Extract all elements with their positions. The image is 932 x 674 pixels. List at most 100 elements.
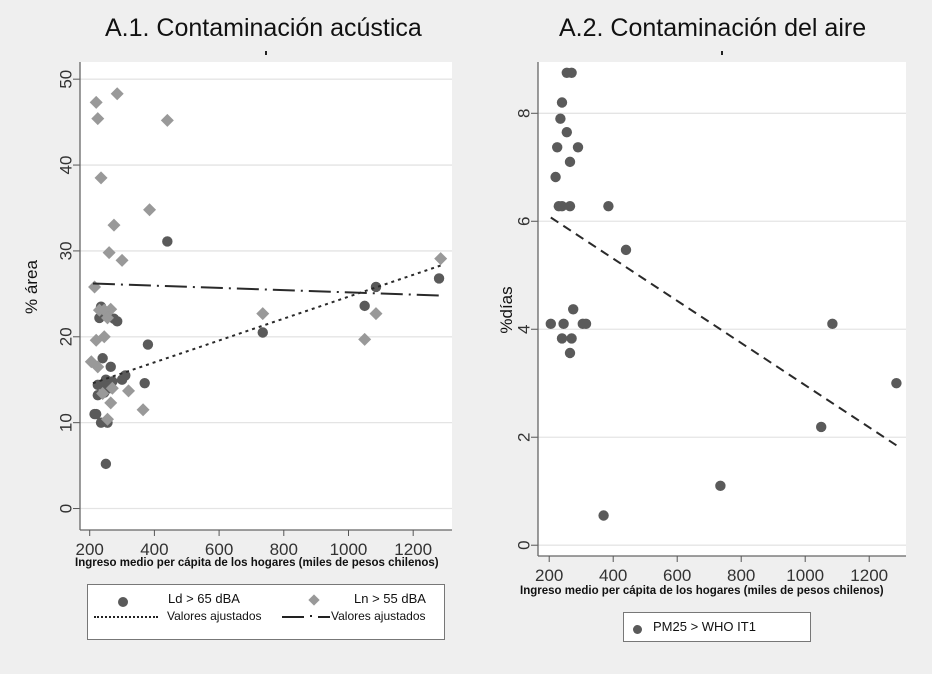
fit-line-dash-dot <box>92 282 441 297</box>
data-point-circle <box>561 126 572 138</box>
data-point-circle <box>558 318 569 330</box>
data-point-circle <box>556 333 568 344</box>
dash-dot-line-icon-dot <box>310 615 312 617</box>
plot-area <box>80 62 452 530</box>
data-point-circle <box>620 244 632 256</box>
x-tick-label: 200 <box>76 540 104 559</box>
x-axis-label: Ingreso medio per cápita de los hogares … <box>75 557 439 569</box>
scatter-plot-aire: 0 2 4 6 8 200 400 600 800 1000 1200 <box>515 51 906 585</box>
circle-marker-icon <box>633 625 642 634</box>
data-point-diamond <box>96 386 110 400</box>
data-point-circle <box>556 97 568 108</box>
data-point-circle <box>555 113 566 124</box>
data-point-circle <box>566 333 577 344</box>
legend: PM25 > WHO IT1 <box>623 612 811 642</box>
data-point-diamond <box>100 311 114 325</box>
data-point-circle <box>891 378 902 389</box>
data-point-circle <box>100 458 112 470</box>
data-point-circle <box>603 200 614 212</box>
panel-contaminacion-acustica: A.1. Contaminación acústica % área 0 10 20… <box>22 14 452 640</box>
data-point-diamond <box>160 113 174 127</box>
data-point-diamond <box>110 87 124 101</box>
data-point-diamond <box>107 218 121 232</box>
data-point-circle <box>715 480 726 492</box>
scatter-plot-acustica: 0 10 20 30 40 50 200 400 600 800 1000 1200 <box>57 51 452 559</box>
data-point-circle <box>97 353 108 364</box>
data-point-circle <box>105 361 116 373</box>
plot-area <box>538 62 906 556</box>
data-point-diamond <box>369 307 383 321</box>
data-point-circle <box>370 281 382 293</box>
x-tick-label: 400 <box>599 566 627 585</box>
data-point-circle <box>550 171 561 183</box>
data-point-circle <box>568 304 579 315</box>
data-point-circle <box>94 312 105 324</box>
x-tick-label: 600 <box>205 540 233 559</box>
legend-item-pm25 <box>633 622 642 637</box>
data-point-circle <box>564 156 576 168</box>
y-tick-label: 8 <box>515 109 534 118</box>
x-tick-label: 200 <box>535 566 563 585</box>
circle-marker-icon <box>118 596 128 607</box>
x-tick-label: 1000 <box>786 566 824 585</box>
x-tick-label: 1200 <box>850 566 888 585</box>
data-point-diamond <box>97 330 111 344</box>
legend-item-ln <box>308 591 320 606</box>
data-point-circle <box>89 408 100 420</box>
data-point-circle <box>552 142 563 153</box>
data-point-circle <box>142 339 154 350</box>
dotted-line-icon <box>94 616 158 618</box>
x-tick-label: 800 <box>727 566 755 585</box>
legend-label-pm25: PM25 > WHO IT1 <box>653 619 756 634</box>
data-point-circle <box>572 142 584 153</box>
y-tick-label: 50 <box>57 70 76 89</box>
data-point-circle <box>545 318 556 330</box>
y-tick-label: 20 <box>57 327 76 346</box>
data-point-circle <box>816 421 827 433</box>
dash-dot-line-icon <box>282 616 304 618</box>
y-tick-label: 6 <box>515 217 534 226</box>
data-point-diamond <box>91 112 105 126</box>
y-tick-label: 0 <box>515 540 534 549</box>
legend-label-fit-ld: Valores ajustados <box>167 609 262 623</box>
y-tick-label: 10 <box>57 413 76 432</box>
data-point-diamond <box>143 203 157 217</box>
data-point-circle <box>564 200 576 212</box>
data-point-diamond <box>102 246 116 260</box>
chart-title: A.1. Contaminación acústica <box>105 14 422 42</box>
x-axis-label: Ingreso medio per cápita de los hogares … <box>520 585 884 597</box>
x-tick-label: 1200 <box>394 540 432 559</box>
data-point-diamond <box>358 332 372 346</box>
y-tick-label: 40 <box>57 156 76 175</box>
data-point-circle <box>120 370 131 381</box>
data-point-diamond <box>91 360 105 374</box>
data-point-diamond <box>434 252 448 266</box>
diamond-marker-icon <box>308 593 320 606</box>
data-point-diamond <box>136 403 150 417</box>
legend-label-fit-ln: Valores ajustados <box>331 609 426 623</box>
data-point-diamond <box>104 396 118 410</box>
title-marker <box>721 51 723 55</box>
data-point-circle <box>564 347 576 359</box>
data-point-circle <box>162 236 173 247</box>
title-marker <box>265 51 267 55</box>
data-point-diamond <box>94 171 108 185</box>
y-tick-label: 0 <box>57 504 76 513</box>
data-point-diamond <box>122 384 136 398</box>
data-point-circle <box>112 316 123 327</box>
data-point-diamond <box>100 412 114 426</box>
data-point-diamond <box>256 307 270 321</box>
y-tick-label: 4 <box>515 325 534 334</box>
fit-line-dashed <box>550 216 897 447</box>
data-point-circle <box>598 510 609 521</box>
data-point-diamond <box>89 95 103 109</box>
fit-line-dotted <box>92 264 441 385</box>
legend-label-ld: Ld > 65 dBA <box>168 591 240 606</box>
legend-item-ld <box>118 593 128 608</box>
data-point-diamond <box>115 253 129 267</box>
data-point-circle <box>827 318 838 330</box>
data-point-circle <box>257 327 268 338</box>
x-tick-label: 600 <box>663 566 691 585</box>
data-point-circle <box>580 318 592 330</box>
